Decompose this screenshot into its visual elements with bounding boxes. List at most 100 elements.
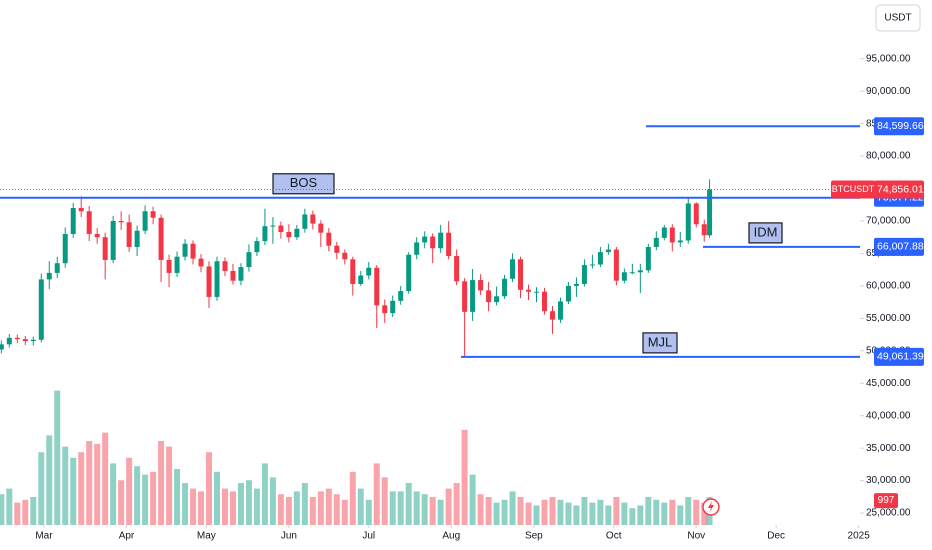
candle-body: [254, 241, 260, 253]
candle-body: [430, 236, 436, 249]
candle-body: [669, 227, 675, 243]
volume-bar: [158, 441, 165, 525]
y-tick-label: 40,000.00: [866, 410, 911, 421]
volume-label-box: [874, 493, 898, 509]
x-tick-label: 2025: [848, 531, 871, 542]
level-tag-box: [748, 222, 783, 244]
x-tick-label: May: [197, 531, 216, 542]
volume-bar: [429, 497, 436, 525]
volume-bar: [581, 497, 588, 525]
candle-body: [54, 263, 60, 273]
volume-bar: [629, 508, 636, 525]
candle-body: [286, 232, 292, 238]
level-price-label: 84,599.66: [877, 120, 924, 132]
candle-body: [102, 237, 108, 260]
y-tick-label: 35,000.00: [866, 443, 911, 454]
level-price-label: 66,007.88: [877, 241, 924, 253]
candle-body: [110, 220, 116, 260]
candle-body: [438, 232, 444, 249]
candle-body: [549, 311, 555, 320]
candle-body: [310, 214, 316, 224]
candle-body: [701, 224, 707, 236]
volume-bar: [477, 494, 484, 525]
y-tick-label: 90,000.00: [866, 86, 911, 97]
level-tag: BOS: [290, 175, 318, 190]
candle-body: [358, 275, 364, 284]
lightning-icon[interactable]: [702, 498, 720, 516]
volume-bar: [86, 441, 93, 525]
volume-bar: [549, 497, 556, 525]
y-tick-label: 25,000.00: [866, 508, 911, 519]
volume-bar: [261, 463, 268, 525]
volume-bar: [190, 488, 197, 525]
volume-bar: [621, 502, 628, 525]
y-tick-label: 80,000.00: [866, 151, 911, 162]
x-tick-label: Mar: [35, 531, 53, 542]
candle-body: [278, 225, 284, 233]
volume-bar: [221, 488, 228, 525]
candle-body: [70, 208, 76, 234]
volume-bar: [389, 491, 396, 525]
volume-bar: [533, 505, 540, 525]
x-tick-label: Aug: [442, 531, 460, 542]
volume-bar: [206, 452, 213, 525]
candle-body: [645, 246, 651, 271]
volume-bar: [182, 483, 189, 525]
candle-body: [46, 272, 52, 280]
volume-bar: [174, 469, 181, 525]
volume-bar: [373, 463, 380, 525]
candle-body: [318, 223, 324, 233]
volume-bar: [693, 499, 700, 525]
currency-button[interactable]: [875, 4, 921, 32]
candle-body: [621, 272, 627, 281]
volume-bar: [126, 457, 133, 525]
candle-body: [454, 256, 460, 282]
level-tag: IDM: [754, 224, 778, 239]
volume-bar: [30, 497, 37, 525]
volume-bar: [445, 488, 452, 525]
candle-body: [390, 300, 396, 314]
volume-bar: [701, 502, 708, 525]
volume-bar: [237, 483, 244, 525]
volume-bar: [317, 491, 324, 525]
volume-bar: [349, 471, 356, 525]
volume-bar: [605, 505, 612, 525]
volume-bar: [38, 452, 45, 525]
last-price-box: [874, 180, 924, 199]
volume-bar: [309, 497, 316, 525]
volume-bar: [46, 435, 53, 525]
volume-bar: [14, 502, 21, 525]
candle-body: [126, 222, 132, 247]
candle-body: [541, 291, 547, 312]
candle-body: [142, 211, 148, 231]
volume-bar: [118, 480, 125, 525]
volume-bar: [653, 499, 660, 525]
volume-bar: [325, 488, 332, 525]
volume-bar: [557, 499, 564, 525]
candle-body: [214, 261, 220, 297]
candle-body: [190, 243, 196, 259]
candle-body: [222, 261, 228, 271]
candle-layer: [0, 179, 713, 357]
y-tick-label: 30,000.00: [866, 475, 911, 486]
candle-body: [326, 232, 332, 246]
volume-layer: [0, 390, 713, 525]
volume-bar: [661, 502, 668, 525]
candle-body: [14, 337, 20, 340]
x-tick-label: Dec: [767, 531, 785, 542]
volume-bar: [150, 471, 157, 525]
candle-body: [613, 249, 619, 281]
volume-bar: [293, 491, 300, 525]
currency-label: USDT: [884, 13, 911, 24]
volume-bar: [597, 499, 604, 525]
candle-body: [342, 252, 348, 260]
volume-bar: [517, 497, 524, 525]
icon-bolt: [708, 501, 714, 513]
volume-bar: [269, 477, 276, 525]
x-tick-label: Apr: [119, 531, 135, 542]
volume-bar: [421, 494, 428, 525]
volume-bar: [54, 390, 61, 525]
candle-body: [707, 189, 713, 236]
candle-body: [246, 252, 252, 268]
